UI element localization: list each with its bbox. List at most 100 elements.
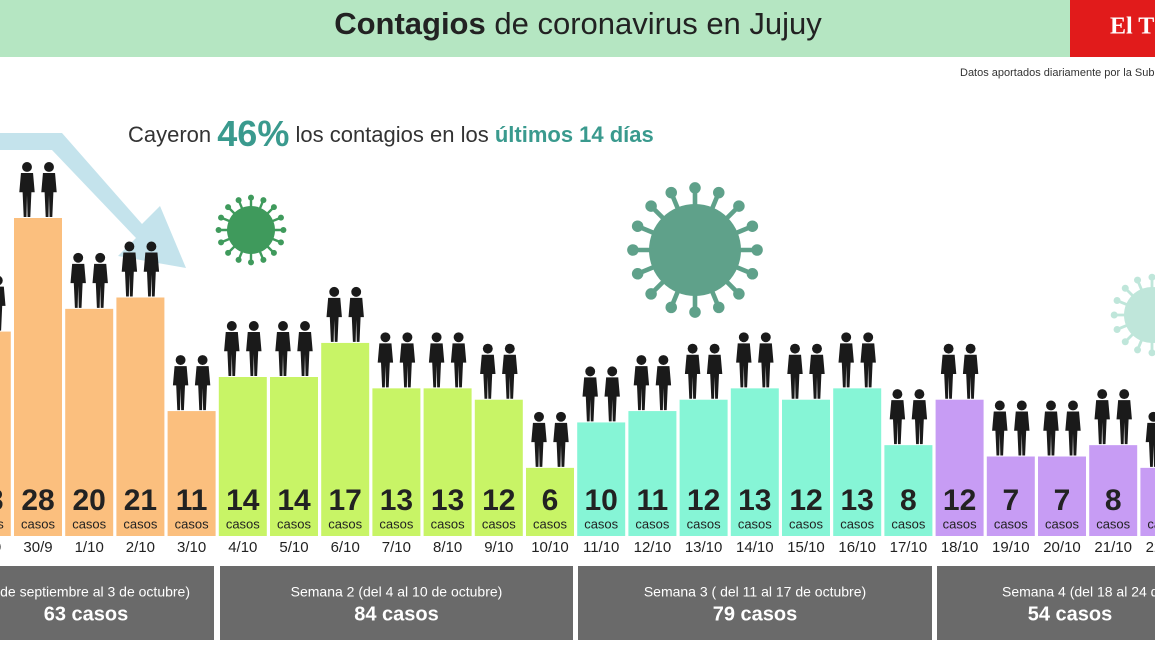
value-label: 17 (329, 484, 362, 517)
subtitle-part: Cayeron (128, 122, 211, 147)
unit-label: casos (687, 516, 721, 531)
bar (65, 308, 114, 536)
bar (730, 388, 779, 536)
virus-knob (665, 186, 677, 199)
x-tick-label: 10/10 (531, 539, 569, 556)
virus-knob (225, 249, 232, 256)
value-label: 12 (789, 484, 822, 517)
bar (218, 377, 267, 536)
silhouette-body (480, 354, 496, 399)
virus-knob (733, 200, 745, 212)
week-panel (0, 566, 214, 640)
virus-knob (215, 227, 222, 233)
week-total: 63 casos (44, 603, 129, 625)
value-label: 28 (21, 484, 54, 517)
week-label: Semana 4 (del 18 al 24 d (1002, 584, 1155, 600)
unit-label: casos (994, 516, 1028, 531)
silhouettes (326, 286, 364, 342)
virus-icon (627, 182, 763, 318)
bar (526, 467, 574, 536)
week-label: Semana 3 ( del 11 al 17 de octubre) (644, 584, 866, 600)
silhouette-body (962, 354, 979, 399)
virus-knob (277, 214, 284, 221)
silhouettes (940, 343, 979, 399)
unit-label: casos (277, 516, 311, 531)
x-tick-label: 5/10 (279, 539, 308, 556)
virus-knob (260, 197, 267, 204)
x-tick-label: 17/10 (890, 539, 928, 556)
x-tick-label: 18/10 (941, 539, 979, 556)
silhouette-body (246, 332, 262, 376)
virus-knob (270, 204, 277, 211)
virus-knob (1121, 338, 1129, 346)
source: Datos aportados diariamente por la Sub (960, 67, 1154, 79)
virus-knob (280, 227, 287, 233)
value-label: 13 (380, 484, 413, 517)
virus-knob (1110, 311, 1118, 319)
silhouette-head (636, 355, 647, 365)
silhouette-body (758, 343, 774, 388)
bar (986, 456, 1035, 536)
silhouette-head (812, 343, 822, 354)
bar (833, 388, 882, 536)
title-bold: Contagios (334, 6, 486, 41)
x-tick-label: 3/10 (177, 539, 206, 556)
virus-knob (218, 239, 225, 246)
silhouette-body (377, 343, 394, 388)
silhouette-body (736, 343, 752, 388)
logo-box (1070, 0, 1155, 57)
silhouette-body (531, 422, 547, 467)
value-label: 7 (1002, 484, 1019, 517)
silhouette-body (70, 263, 86, 308)
silhouette-head (607, 366, 618, 377)
silhouettes (1094, 389, 1132, 445)
virus-knob (631, 220, 644, 232)
value-label: 13 (841, 484, 874, 517)
silhouette-head (124, 241, 135, 252)
virus-knob (733, 288, 745, 300)
silhouette-body (992, 411, 1008, 456)
bar (474, 399, 523, 536)
virus-knob (645, 200, 657, 212)
virus-knob (260, 256, 267, 263)
silhouette-body (1043, 411, 1059, 456)
x-tick-label: 29/9 (0, 539, 1, 556)
virus-knob (645, 288, 657, 300)
virus-body (1124, 287, 1155, 343)
virus-body (227, 206, 275, 254)
silhouette-head (1046, 400, 1056, 411)
value-label: 12 (687, 484, 720, 517)
value-label: 13 (431, 484, 464, 517)
unit-label: casos (226, 516, 260, 531)
virus-knob (277, 239, 284, 246)
silhouettes (0, 276, 6, 331)
silhouettes (787, 343, 825, 399)
silhouette-body (348, 297, 364, 342)
virus-knob (713, 186, 725, 199)
silhouette-head (841, 332, 852, 343)
virus-knob (689, 182, 701, 194)
silhouette-head (965, 343, 976, 354)
silhouette-head (73, 252, 84, 263)
bar (14, 218, 62, 536)
unit-label: casos (533, 516, 567, 531)
x-tick-label: 11/10 (583, 539, 619, 556)
bar (628, 411, 677, 536)
chart-title: Contagios de coronavirus en Jujuy (334, 6, 822, 41)
silhouette-head (1119, 389, 1130, 400)
silhouette-head (994, 400, 1005, 411)
unit-label: casos (72, 516, 106, 531)
logo: El T (1110, 14, 1154, 40)
value-label: 14 (277, 484, 311, 517)
silhouette-body (809, 354, 825, 399)
unit-label: casos (175, 516, 209, 531)
silhouette-head (687, 343, 698, 354)
virus-knob (627, 244, 639, 256)
x-tick-label: 15/10 (787, 539, 825, 556)
silhouettes (582, 366, 620, 422)
silhouette-body (838, 343, 854, 388)
silhouettes (684, 343, 723, 399)
silhouette-body (684, 354, 701, 399)
virus-knob (665, 301, 677, 314)
